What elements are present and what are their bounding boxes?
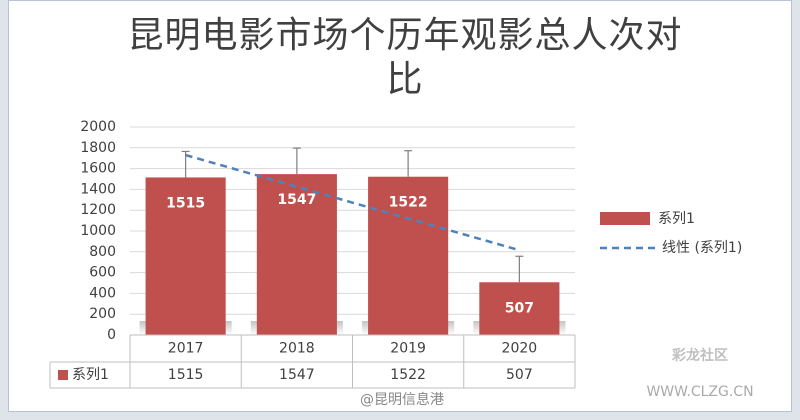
y-tick-label: 1000 [80,223,116,239]
legend-label: 系列1 [658,211,695,227]
watermark: WWW.CLZG.CN [646,384,753,400]
data-label: 507 [505,300,534,316]
x-tick-label: 2018 [279,341,315,357]
table-value: 1547 [279,367,315,383]
y-tick-label: 0 [107,327,116,343]
bar [256,174,337,335]
table-value: 507 [506,367,533,383]
y-tick-label: 200 [89,306,116,322]
watermark: 彩龙社区 [671,347,728,364]
y-tick-label: 400 [89,285,116,301]
bar [368,176,449,335]
y-tick-label: 1600 [80,161,116,177]
data-label: 1547 [277,192,316,208]
table-value: 1522 [390,367,426,383]
y-tick-label: 1400 [80,181,116,197]
trendline [185,153,520,252]
y-tick-label: 1800 [80,140,116,156]
data-label: 1515 [166,195,205,211]
y-tick-label: 1200 [80,202,116,218]
chart-title: 昆明电影市场个历年观影总人次对比 [127,15,683,100]
legend-label: 线性 (系列1) [662,240,742,256]
legend-key [600,212,650,225]
bar [145,177,226,335]
data-label: 1522 [389,195,428,211]
y-tick-label: 2000 [80,119,116,135]
y-tick-label: 800 [89,244,116,260]
table-legend-key [58,370,68,380]
x-tick-label: 2020 [502,341,538,357]
y-tick-label: 600 [89,265,116,281]
x-tick-label: 2019 [390,341,426,357]
watermark: @昆明信息港 [360,391,444,408]
table-series-name: 系列1 [72,367,109,383]
x-tick-label: 2017 [168,341,204,357]
bar [479,282,560,335]
table-value: 1515 [168,367,204,383]
